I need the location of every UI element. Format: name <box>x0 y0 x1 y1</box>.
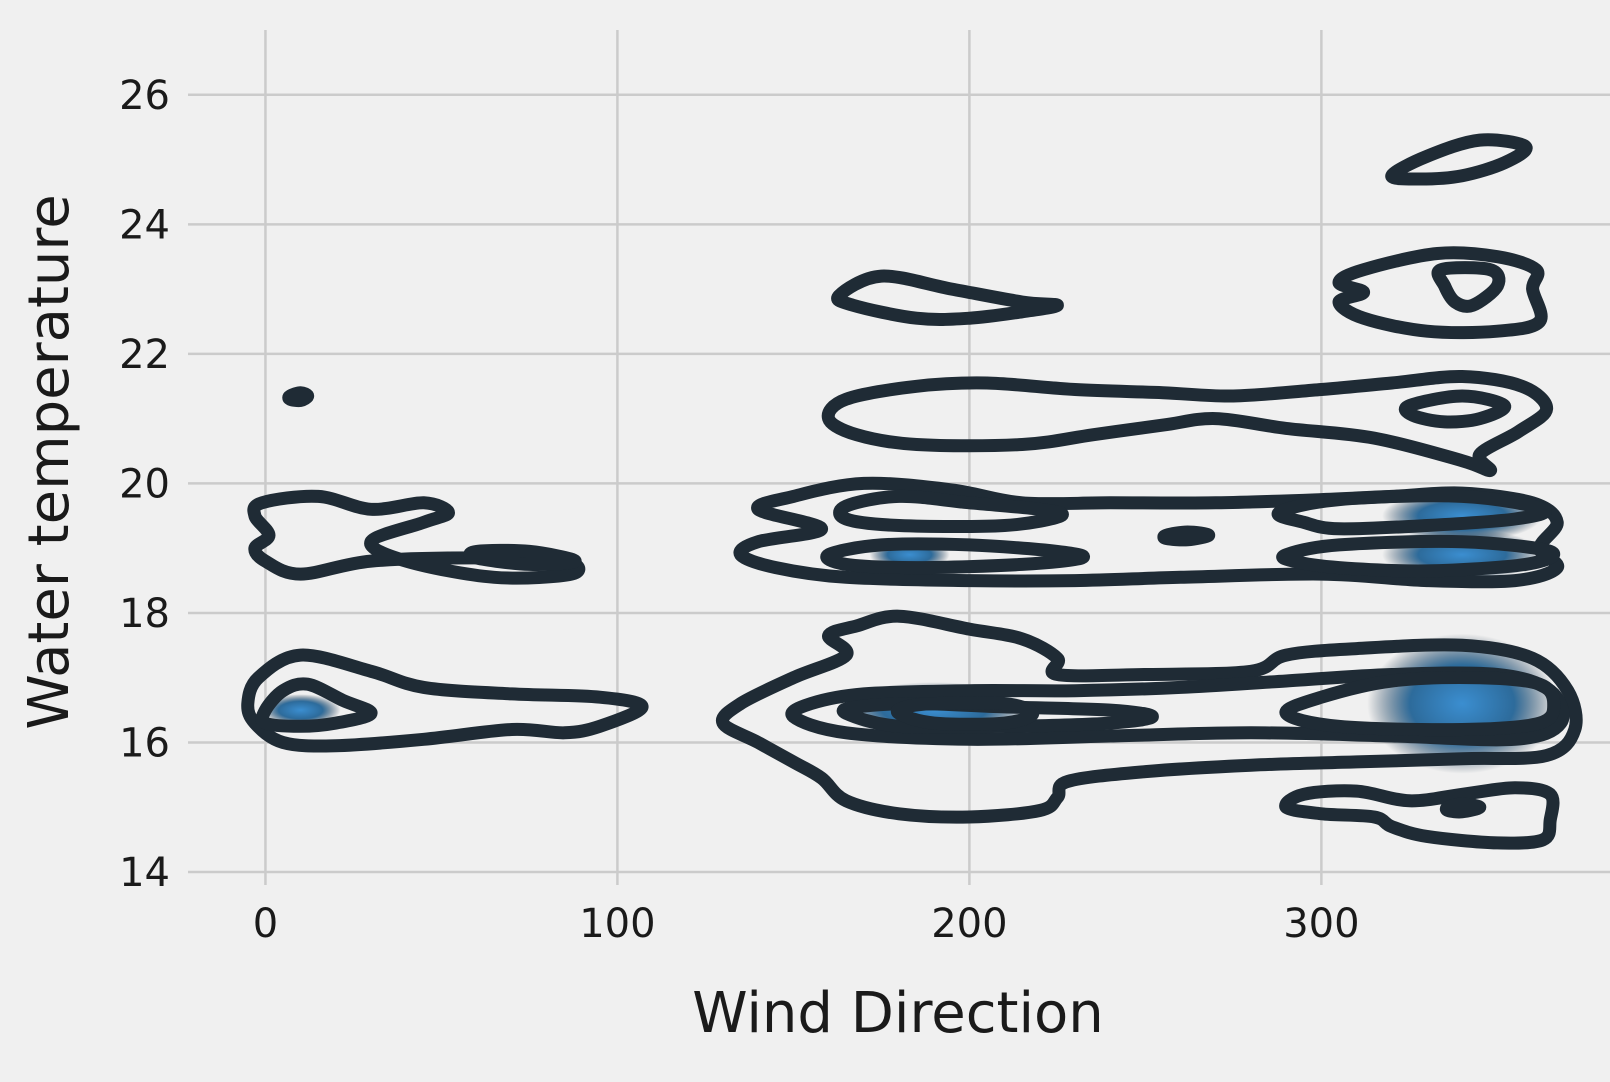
contour-band-21 <box>821 369 1554 478</box>
contour-band-19-right-b <box>1276 534 1561 578</box>
contour-left-low-inner <box>255 677 378 733</box>
contour-lines <box>241 133 1583 850</box>
contour-band-16-core <box>890 696 1040 731</box>
y-axis-label: Water temperature <box>17 194 82 729</box>
y-tick-label: 14 <box>119 850 170 896</box>
contour-band-21-inner <box>1399 389 1512 429</box>
y-tick-labels: 14 16 18 20 22 24 26 <box>119 73 170 896</box>
x-tick-labels: 0 100 200 300 <box>253 901 1360 947</box>
x-tick-label: 300 <box>1283 901 1359 947</box>
contour-right-23-outer <box>1332 246 1548 340</box>
x-tick-label: 0 <box>253 901 278 947</box>
x-tick-label: 100 <box>579 901 655 947</box>
contour-left-low-outer <box>241 648 649 753</box>
contour-band-19-right-a <box>1271 489 1552 536</box>
x-tick-label: 200 <box>931 901 1007 947</box>
contour-left-high-inner <box>463 543 582 571</box>
contour-bottom-right-dot <box>1440 797 1487 819</box>
contour-left-high-outer <box>247 489 586 585</box>
contour-band-19-lower <box>820 537 1090 575</box>
contour-bottom-right <box>1279 781 1560 850</box>
contour-left-dot <box>282 386 315 408</box>
contour-band-16-right <box>1279 671 1561 737</box>
y-tick-label: 20 <box>119 461 170 507</box>
y-tick-label: 16 <box>119 721 170 767</box>
y-tick-label: 26 <box>119 73 170 119</box>
density-peak-low <box>260 694 341 727</box>
y-tick-label: 24 <box>119 202 170 248</box>
contour-band-16-outer <box>716 609 1583 824</box>
x-axis-label: Wind Direction <box>692 981 1104 1046</box>
contour-band-19-dot <box>1157 525 1216 547</box>
contour-upper-middle <box>831 269 1064 326</box>
contour-band-19-upper <box>833 489 1069 534</box>
y-tick-label: 18 <box>119 591 170 637</box>
y-tick-label: 22 <box>119 332 170 378</box>
grid <box>188 30 1610 885</box>
contour-right-23-inner <box>1431 261 1506 313</box>
contour-top-right <box>1385 133 1533 186</box>
